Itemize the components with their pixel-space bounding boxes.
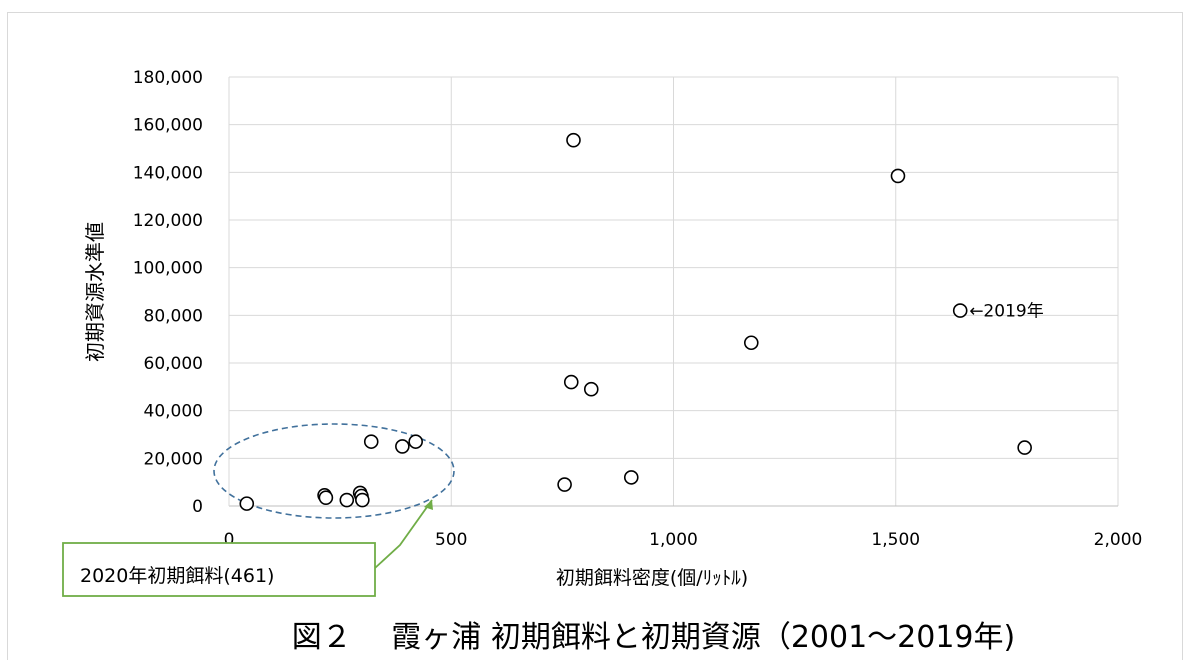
data-point	[890, 168, 906, 184]
y-tick-label: 120,000	[133, 211, 203, 231]
data-point	[318, 490, 334, 505]
data-point	[623, 470, 639, 485]
y-tick-label: 60,000	[144, 354, 203, 374]
y-tick-label: 40,000	[144, 402, 203, 422]
callout-box	[62, 542, 376, 597]
chart-frame	[7, 12, 1183, 660]
x-axis-label: 初期餌料密度(個/ﾘｯﾄﾙ)	[556, 567, 748, 589]
annotation-2019: ←2019年	[969, 302, 1044, 322]
data-point	[743, 335, 759, 351]
data-point	[583, 381, 599, 397]
data-point	[1017, 440, 1032, 455]
y-tick-label: 100,000	[133, 259, 203, 279]
callout-arrow-line	[374, 499, 433, 569]
data-point	[557, 477, 572, 492]
x-tick-label: 500	[435, 530, 467, 550]
chart-title: 図２ 霞ヶ浦 初期餌料と初期資源（2001〜2019年)	[291, 620, 1016, 655]
axes	[228, 77, 1118, 507]
data-point	[566, 132, 581, 148]
callout-arrow-head	[424, 500, 433, 510]
y-tick-label: 140,000	[133, 163, 203, 183]
x-tick-label: 1,500	[871, 530, 920, 550]
callout-label-2020: 2020年初期餌料(461)	[80, 565, 274, 587]
data-point	[363, 434, 379, 449]
y-tick-label: 20,000	[144, 449, 203, 469]
data-point	[952, 303, 968, 318]
y-tick-label: 180,000	[133, 68, 203, 88]
data-point	[355, 492, 370, 508]
data-point	[408, 434, 423, 449]
y-tick-label: 160,000	[133, 116, 203, 136]
y-tick-label: 0	[192, 497, 203, 517]
data-point	[339, 492, 355, 508]
data-point	[395, 439, 410, 454]
y-tick-label: 80,000	[144, 306, 203, 326]
data-point	[239, 496, 255, 511]
y-axis-label: 初期資源水準値	[83, 222, 107, 362]
x-tick-label: 2,000	[1094, 530, 1143, 550]
y-tick-labels: 0 20,000 40,000 60,000 80,000 100,000 120,000 1…	[133, 68, 203, 517]
data-point	[563, 374, 579, 390]
x-tick-label: 0	[224, 530, 235, 550]
data-points	[239, 132, 1032, 511]
x-tick-labels: 0 500 1,000 1,500 2,000	[224, 530, 1143, 550]
highlight-ellipse	[213, 423, 455, 519]
grid-lines	[229, 76, 1119, 506]
x-tick-label: 1,000	[649, 530, 698, 550]
